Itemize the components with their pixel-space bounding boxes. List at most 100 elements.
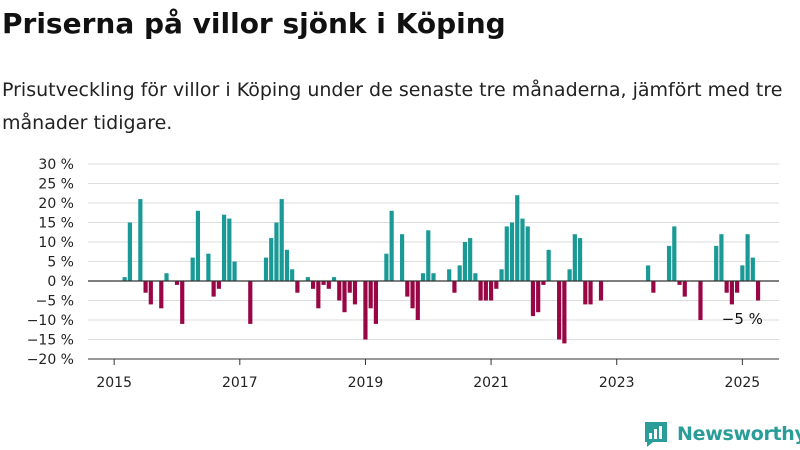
bar <box>426 230 431 281</box>
x-tick-label: 2023 <box>599 375 635 391</box>
bar <box>515 195 520 281</box>
bar <box>195 210 201 281</box>
x-tick-label: 2017 <box>222 375 258 391</box>
bar <box>546 249 551 281</box>
bar <box>588 281 593 305</box>
bar <box>740 265 745 281</box>
bar <box>138 199 143 281</box>
bar <box>284 249 290 281</box>
bar <box>719 234 724 281</box>
x-tick-label: 2025 <box>725 375 761 391</box>
bar <box>405 281 410 297</box>
y-tick-label: −15 % <box>27 333 74 349</box>
bar <box>473 273 478 281</box>
bar <box>143 281 148 293</box>
bar <box>368 281 373 309</box>
bar <box>557 281 562 340</box>
bar <box>326 281 331 289</box>
bar <box>536 281 541 313</box>
bar <box>222 214 227 281</box>
bar <box>452 281 457 293</box>
bar <box>216 281 221 289</box>
bar <box>337 281 342 301</box>
bar <box>504 226 509 281</box>
bar <box>331 277 337 281</box>
bar <box>729 281 734 305</box>
bar <box>509 222 515 281</box>
newsworthy-logo-icon <box>645 422 667 447</box>
y-tick-label: 10 % <box>38 235 74 251</box>
y-tick-label: 20 % <box>38 196 74 212</box>
bar <box>227 218 232 281</box>
x-tick-label: 2015 <box>96 375 132 391</box>
bar <box>342 281 347 313</box>
bar <box>347 281 352 293</box>
bar <box>232 261 237 281</box>
bar <box>373 281 379 324</box>
y-tick-label: −20 % <box>27 352 74 368</box>
grid-layer <box>88 163 779 360</box>
bar <box>305 277 310 281</box>
bar <box>530 281 536 317</box>
chart-subtitle: Prisutveckling för villor i Köping under… <box>2 79 783 134</box>
bar <box>750 257 755 281</box>
bar <box>499 269 504 281</box>
bar <box>279 199 284 281</box>
y-tick-label: 30 % <box>38 157 74 173</box>
bar <box>488 281 494 301</box>
newsworthy-brand: Newsworthy <box>643 419 800 449</box>
y-tick-label: 25 % <box>38 177 74 193</box>
bar <box>745 234 750 281</box>
bar <box>363 281 368 340</box>
bar <box>269 238 274 281</box>
bar <box>525 226 530 281</box>
bar <box>211 281 216 297</box>
bar <box>389 210 394 281</box>
bar <box>724 281 729 293</box>
bar <box>400 234 405 281</box>
y-tick-label: −10 % <box>27 313 74 329</box>
bar <box>577 238 583 281</box>
bar <box>148 281 153 305</box>
bar <box>206 253 211 281</box>
bar <box>190 257 195 281</box>
bar <box>698 281 703 320</box>
bar <box>248 281 253 324</box>
bar <box>321 281 326 285</box>
x-tick-label: 2019 <box>348 375 384 391</box>
y-tick-label: 15 % <box>38 216 74 232</box>
bar <box>290 269 295 281</box>
bar <box>457 265 462 281</box>
bar <box>164 273 169 281</box>
y-tick-label: 5 % <box>47 255 74 271</box>
x-tick-label: 2021 <box>473 375 509 391</box>
bar <box>431 273 436 281</box>
bar <box>562 281 567 344</box>
bar <box>478 281 483 301</box>
y-tick-label: −5 % <box>36 294 74 310</box>
bar <box>735 281 740 293</box>
bar <box>352 281 358 305</box>
bar <box>483 281 488 301</box>
bar <box>468 238 473 281</box>
bar <box>520 218 525 281</box>
bar <box>263 257 269 281</box>
bar-layer <box>122 195 761 344</box>
bar <box>598 281 604 301</box>
bar <box>316 281 321 309</box>
y-tick-label: 0 % <box>47 274 74 290</box>
bar <box>567 269 572 281</box>
chart-title: Priserna på villor sjönk i Köping <box>2 7 506 40</box>
latest-value-annotation: −5 % <box>722 310 763 328</box>
axis-layer <box>88 280 779 365</box>
bar <box>295 281 300 293</box>
bar <box>447 269 452 281</box>
bar <box>462 242 468 281</box>
bar <box>714 245 719 281</box>
bar <box>420 273 426 281</box>
bar <box>122 277 127 281</box>
bar <box>646 265 651 281</box>
bar <box>672 226 677 281</box>
bar <box>651 281 656 293</box>
bar <box>159 281 164 309</box>
